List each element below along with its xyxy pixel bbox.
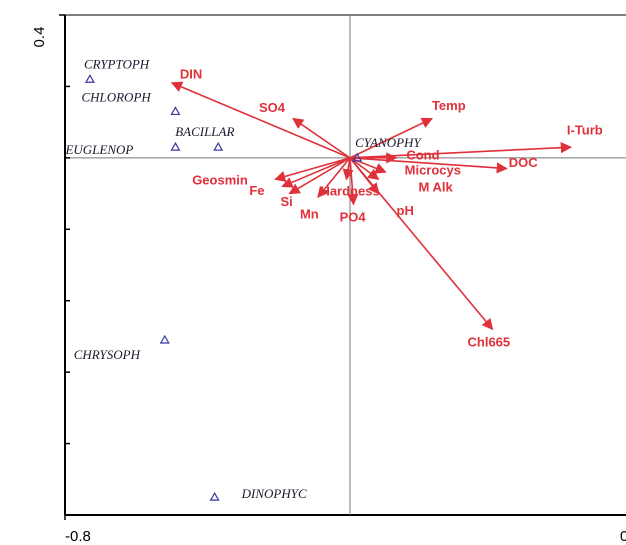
y-tick-label: 0.4 xyxy=(31,27,48,48)
species-label: DINOPHYC xyxy=(241,486,307,501)
variable-arrow xyxy=(274,157,351,182)
species-point xyxy=(170,141,181,151)
variable-label: Mn xyxy=(300,207,319,222)
variable-arrow xyxy=(349,157,508,174)
variable-label: Fe xyxy=(249,183,264,198)
species-point xyxy=(213,141,224,151)
species-point xyxy=(170,106,181,116)
species-point xyxy=(84,74,95,83)
variable-arrow xyxy=(292,117,351,159)
variable-arrow xyxy=(349,157,494,331)
variable-label: I-Turb xyxy=(567,123,603,138)
variable-arrow xyxy=(317,157,351,199)
species-label: CHLOROPH xyxy=(81,89,151,104)
variable-arrow xyxy=(347,157,359,206)
species-point xyxy=(209,491,220,501)
species-label: CYANOPHY xyxy=(355,135,422,150)
species-label: CHRYSOPH xyxy=(74,347,141,362)
variable-label: Si xyxy=(280,194,292,209)
variable-arrow xyxy=(288,157,351,195)
species-point xyxy=(159,334,170,344)
species-point xyxy=(352,152,363,162)
species-label: BACILLAR xyxy=(175,124,234,139)
variable-arrow xyxy=(342,157,354,181)
variable-label: Temp xyxy=(432,98,466,113)
variable-label: Chl665 xyxy=(468,335,511,350)
x-tick-label: 0.8 xyxy=(620,528,626,545)
variable-label: M Alk xyxy=(419,180,454,195)
variable-label: Cond xyxy=(406,147,439,162)
variable-label: Hardness xyxy=(320,184,379,199)
variable-label: SO4 xyxy=(259,100,286,115)
variable-label: Geosmin xyxy=(192,173,248,188)
species-label: CRYPTOPH xyxy=(84,56,150,71)
x-tick-label: -0.8 xyxy=(65,528,91,545)
variable-label: DIN xyxy=(180,66,202,81)
variable-label: pH xyxy=(397,203,414,218)
variable-arrow xyxy=(349,117,433,159)
variable-arrow xyxy=(281,157,351,188)
variable-label: Microcys xyxy=(405,163,461,178)
species-label: EUGLENOP xyxy=(64,142,133,157)
variable-arrow xyxy=(170,81,351,159)
variable-arrow xyxy=(349,157,387,174)
variable-label: PO4 xyxy=(340,210,367,225)
variable-label: DOC xyxy=(509,155,539,170)
